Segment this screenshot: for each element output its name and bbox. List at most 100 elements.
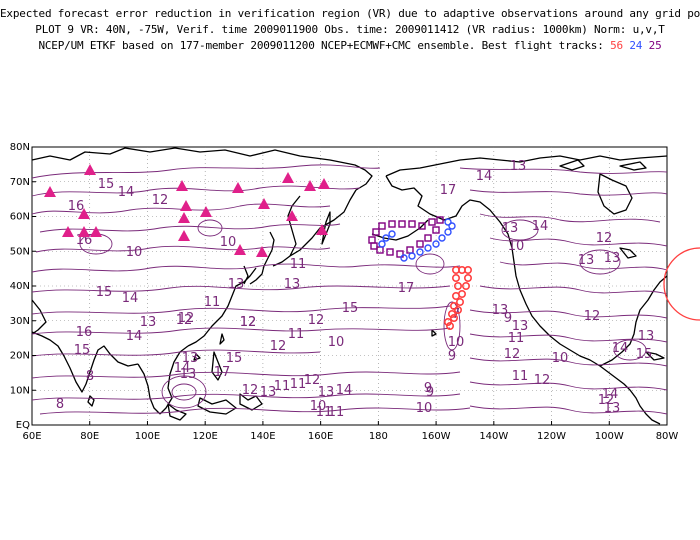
contour-label: 17 — [440, 183, 457, 198]
track-24-point — [416, 248, 424, 256]
track-25-point — [418, 222, 426, 230]
contour-label: 13 — [512, 319, 529, 334]
observation-triangle — [256, 246, 268, 257]
track-56-point — [453, 281, 462, 290]
track-24-point — [448, 222, 456, 230]
contour-label: 13 — [638, 329, 655, 344]
contour-label: 10 — [552, 351, 569, 366]
contour-label: 11 — [508, 331, 525, 346]
observation-sites — [44, 164, 330, 257]
contour-lines — [31, 164, 668, 415]
contour-label: 14 — [476, 169, 493, 184]
lon-tick-label: 160W — [422, 431, 451, 442]
contour-label: 11 — [274, 379, 291, 394]
lat-tick-label: 40N — [10, 281, 30, 292]
track-56-point — [449, 313, 458, 322]
observation-triangle — [200, 206, 212, 217]
track-24-point — [432, 240, 440, 248]
contour-label: 8 — [86, 369, 94, 384]
contour-label: 13 — [140, 315, 157, 330]
contour-label: 15 — [96, 285, 113, 300]
track-24-point — [388, 230, 396, 238]
contour-label: 9 — [504, 311, 512, 326]
lon-tick-label: 80E — [80, 431, 99, 442]
contour-label: 12 — [152, 193, 169, 208]
lat-tick-label: 10N — [10, 385, 30, 396]
contour-label: 14 — [126, 329, 143, 344]
track-24-point — [378, 240, 386, 248]
observation-triangle — [286, 210, 298, 221]
contour-label: 13 — [284, 277, 301, 292]
contour-label: 10 — [328, 335, 345, 350]
contour-label: 13 — [492, 303, 509, 318]
lon-tick-label: 100W — [595, 431, 624, 442]
contour-label: 12 — [304, 373, 321, 388]
contour-label: 9 — [424, 381, 432, 396]
track-25-point — [424, 234, 432, 242]
contour-label: 11 — [290, 257, 307, 272]
track-25-point — [436, 216, 444, 224]
track-24-point — [444, 218, 452, 226]
observation-triangle — [232, 182, 244, 193]
contour-label: 12 — [598, 393, 615, 408]
track-56-point — [443, 317, 452, 326]
lat-tick-label: 30N — [10, 316, 30, 327]
contour-label: 13 — [578, 253, 595, 268]
observation-triangle — [78, 208, 90, 219]
track-56-point — [445, 321, 454, 330]
contour-label: 17 — [214, 365, 231, 380]
contour-label: 13 — [182, 351, 199, 366]
contour-label: 12 — [270, 339, 287, 354]
contour-label: 16 — [76, 325, 93, 340]
contour-label: 12 — [176, 313, 193, 328]
contour-label: 13 — [510, 159, 527, 174]
contour-label: 14 — [602, 387, 619, 402]
contour-label: 11 — [512, 369, 529, 384]
contour-label: 15 — [342, 301, 359, 316]
lat-tick-label: 70N — [10, 177, 30, 188]
contour-label: 14 — [122, 291, 139, 306]
track-25-point — [432, 226, 440, 234]
header-line-1: Expected forecast error reduction in ver… — [0, 7, 700, 20]
contour-label: 10 — [126, 245, 143, 260]
contour-label: 15 — [226, 351, 243, 366]
contour-label: 14 — [118, 185, 135, 200]
contour-label: 13 — [604, 401, 621, 416]
verification-region-circle — [663, 247, 700, 321]
track-24-point — [408, 252, 416, 260]
contour-label: 12 — [178, 311, 195, 326]
lat-tick-label: 20N — [10, 351, 30, 362]
observation-triangle — [316, 224, 328, 235]
track-25-point — [370, 242, 378, 250]
track-25-point — [416, 240, 424, 248]
track-56-point — [463, 273, 472, 282]
plot-header: Expected forecast error reduction in ver… — [0, 6, 700, 54]
contour-label: 8 — [56, 397, 64, 412]
latitude-labels: 80N 70N 60N 50N 40N 30N 20N 10N EQ — [10, 142, 36, 431]
track-25-point — [372, 228, 380, 236]
track-24-label: 24 — [629, 39, 643, 52]
observation-triangle — [176, 180, 188, 191]
track-25-point — [386, 248, 394, 256]
contour-label: 15 — [98, 177, 115, 192]
observation-triangle — [90, 226, 102, 237]
contour-label: 15 — [636, 347, 653, 362]
observation-triangle — [62, 226, 74, 237]
lon-tick-label: 120E — [192, 431, 217, 442]
contour-label: 10 — [310, 399, 327, 414]
contour-label: 13 — [318, 385, 335, 400]
contour-label: 11 — [316, 405, 333, 420]
track-56-point — [453, 305, 462, 314]
lon-tick-label: 140E — [250, 431, 275, 442]
track-25-point — [396, 250, 404, 258]
track-24-point — [438, 234, 446, 242]
track-24-point — [444, 228, 452, 236]
track-25-point — [388, 220, 396, 228]
track-56-label: 56 — [610, 39, 623, 52]
contour-label: 13 — [502, 221, 519, 236]
lon-tick-label: 120W — [537, 431, 566, 442]
contour-label: 12 — [240, 315, 257, 330]
lon-tick-label: 100E — [135, 431, 160, 442]
lon-tick-label: 180 — [369, 431, 388, 442]
